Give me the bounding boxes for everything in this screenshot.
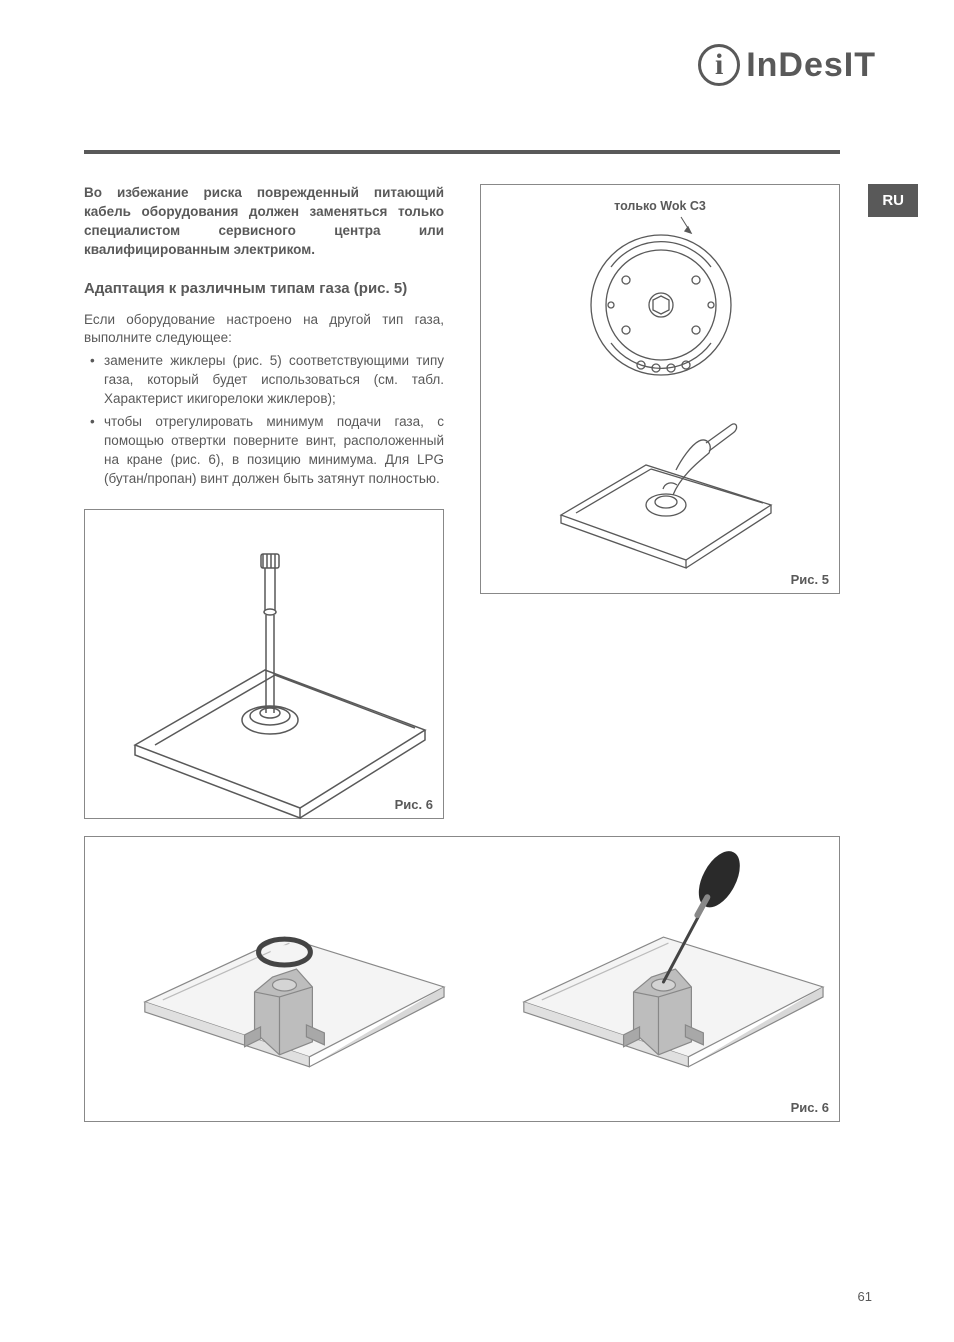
page-number: 61 (858, 1289, 872, 1304)
valve-adjust-diagram-icon (85, 837, 839, 1123)
figure-6-wide: Рис. 6 (84, 836, 840, 1122)
list-item: замените жиклеры (рис. 5) соответствующи… (84, 352, 444, 409)
brand-logo: i InDesIT (698, 44, 876, 86)
figure-6-small: Рис. 6 (84, 509, 444, 819)
brand-name: InDesIT (746, 46, 876, 85)
screwdriver-hob-diagram-icon (85, 510, 445, 820)
page-header: i InDesIT (698, 44, 876, 86)
wok-caption: только Wok C3 (614, 199, 706, 213)
list-item: чтобы отрегулировать минимум подачи газа… (84, 413, 444, 489)
burner-jet-diagram-icon (481, 185, 841, 595)
intro-text: Если оборудование настроено на другой ти… (84, 311, 444, 349)
left-column: Во избежание риска поврежденный питающий… (84, 184, 444, 819)
figure-label: Рис. 6 (791, 1100, 829, 1115)
brand-logo-icon: i (698, 44, 740, 86)
warning-paragraph: Во избежание риска поврежденный питающий… (84, 184, 444, 260)
figure-label: Рис. 6 (395, 797, 433, 812)
figure-5: только Wok C3 (480, 184, 840, 594)
header-divider (84, 150, 840, 154)
section-heading: Адаптация к различным типам газа (рис. 5… (84, 280, 444, 297)
main-content: Во избежание риска поврежденный питающий… (84, 184, 840, 819)
right-column: только Wok C3 (480, 184, 840, 594)
language-tab: RU (868, 184, 918, 217)
figure-label: Рис. 5 (791, 572, 829, 587)
